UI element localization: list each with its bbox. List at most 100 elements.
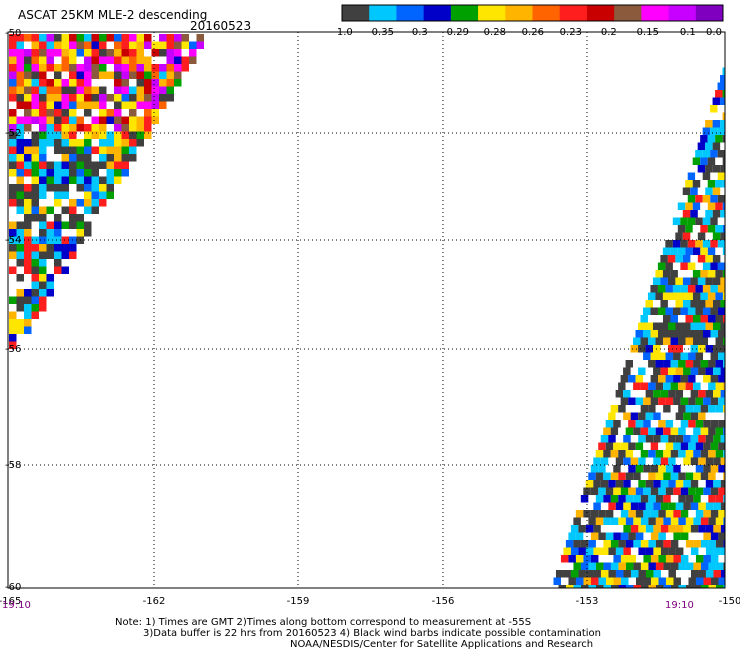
swath-cell (16, 281, 24, 289)
swath-cell (717, 240, 725, 248)
swath-cell (722, 180, 725, 188)
swath-cell (129, 124, 137, 132)
swath-cell (91, 71, 99, 79)
swath-cell (24, 251, 32, 259)
swath-cell (665, 555, 674, 563)
swath-cell (720, 277, 725, 285)
swath-cell (648, 382, 656, 390)
swath-cell (720, 480, 725, 488)
swath-cell (91, 34, 99, 42)
swath-cell (650, 352, 659, 360)
swath-cell (31, 49, 39, 57)
swath-cell (54, 229, 62, 237)
swath-cell (106, 41, 114, 49)
swath-cell (663, 405, 671, 413)
swath-cell (715, 202, 723, 210)
swath-cell (39, 236, 47, 244)
swath-cell (106, 139, 114, 147)
swath-cell (99, 56, 107, 64)
swath-cell (99, 184, 107, 192)
swath-cell (16, 214, 24, 222)
swath-cell (665, 397, 674, 405)
swath-cell (675, 367, 684, 375)
colorbar-swatch (559, 5, 588, 21)
swath-cell (670, 472, 679, 480)
swath-cell (106, 161, 114, 169)
swath-cell (31, 41, 39, 49)
swath-cell (662, 292, 671, 300)
swath-cell (635, 510, 644, 518)
swath-cell (565, 585, 574, 588)
note-line-3: NOAA/NESDIS/Center for Satellite Applica… (290, 639, 594, 650)
swath-cell (61, 214, 69, 222)
swath-cell (9, 311, 17, 319)
swath-cell (683, 457, 691, 465)
map-gridlines (8, 32, 725, 588)
swath-cell (54, 64, 62, 72)
swath-cell (585, 525, 594, 533)
swath-cell (46, 281, 54, 289)
swath-cell (628, 397, 636, 405)
swath-cell (598, 532, 606, 540)
swath-cell (638, 345, 646, 353)
swath-cell (603, 517, 611, 525)
swath-cell (698, 435, 706, 443)
swath-cell (618, 472, 626, 480)
swath-cell (39, 229, 47, 237)
swath-cell (663, 562, 671, 570)
swath-cell (648, 405, 656, 413)
swath-cell (84, 34, 92, 42)
swath-cell (24, 311, 32, 319)
swath-cell (717, 307, 725, 315)
swath-cell (635, 375, 644, 383)
swath-cell (31, 259, 39, 267)
swath-cell (129, 94, 137, 102)
swath-cell (658, 532, 666, 540)
swath-cell (114, 49, 122, 57)
swath-cell (54, 191, 62, 199)
swath-cell (565, 540, 574, 548)
swath-cell (39, 289, 47, 297)
swath-cell (643, 487, 651, 495)
swath-cell (84, 64, 92, 72)
swath-cell (680, 285, 688, 293)
swath-cell (9, 251, 17, 259)
swath-cell (61, 206, 69, 214)
swath-cell (710, 240, 718, 248)
swath-cell (106, 169, 114, 177)
swath-cell (69, 86, 77, 94)
swath-cell (713, 435, 721, 443)
swath-cell (695, 375, 704, 383)
swath-cell (645, 435, 654, 443)
swath-cell (675, 300, 683, 308)
swath-cell (16, 319, 24, 327)
swath-cell (46, 101, 54, 109)
swath-cell (670, 495, 679, 503)
swath-cell (695, 420, 704, 428)
swath-cell (697, 322, 706, 330)
swath-cell (31, 311, 39, 319)
swath-cell (717, 150, 725, 158)
swath-cell (700, 517, 709, 525)
swath-cell (708, 337, 716, 345)
swath-cell (39, 266, 47, 274)
swath-cell (647, 315, 656, 323)
swath-cell (69, 199, 77, 207)
swath-cell (695, 285, 703, 293)
swath-cell (91, 86, 99, 94)
swath-cell (658, 330, 666, 338)
swath-cell (668, 480, 676, 488)
swath-cell (24, 259, 32, 267)
swath-cell (159, 41, 167, 49)
swath-cell (114, 41, 122, 49)
swath-cell (144, 109, 152, 117)
swath-cell (680, 442, 689, 450)
swath-cell (640, 540, 649, 548)
swath-cell (54, 79, 62, 87)
swath-cell (24, 244, 32, 252)
swath-cell (24, 154, 32, 162)
swath-cell (598, 510, 606, 518)
swath-cell (76, 146, 84, 154)
swath-cell (693, 405, 701, 413)
